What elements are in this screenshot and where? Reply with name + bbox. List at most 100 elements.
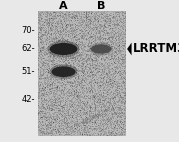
Point [71,114,74,116]
Point [63,106,66,108]
Point [74,55,77,58]
Point [118,71,121,73]
Point [99,97,102,99]
Point [123,120,126,122]
Point [92,45,95,47]
Point [71,53,73,55]
Point [64,58,67,60]
Point [87,49,90,51]
Point [91,20,94,22]
Point [107,58,110,60]
Point [54,43,57,45]
Point [92,128,95,130]
Point [64,12,67,14]
Point [81,126,84,128]
Point [119,128,122,130]
Point [88,30,91,32]
Point [74,128,76,130]
Point [90,20,93,22]
Point [74,71,77,73]
Point [122,44,125,46]
Point [82,37,85,39]
Point [54,43,57,46]
Point [66,97,69,99]
Point [95,97,98,99]
Point [57,25,60,27]
Point [92,53,95,56]
Point [108,74,111,77]
Point [44,51,47,53]
Point [107,107,110,109]
Point [89,22,92,24]
Point [112,110,115,112]
Point [53,63,56,65]
Point [89,75,92,77]
Point [107,106,110,108]
Point [74,91,77,93]
Point [82,112,84,115]
Point [109,40,112,42]
Point [112,117,115,119]
Point [62,104,65,106]
Point [121,57,124,60]
Point [87,57,90,59]
Point [54,17,57,20]
Point [82,123,84,125]
Point [89,107,92,109]
Point [117,95,120,98]
Point [122,131,125,133]
Point [59,30,62,33]
Point [53,64,56,67]
Point [106,85,108,87]
Point [77,27,80,29]
Point [122,39,124,42]
Point [50,83,53,85]
Point [75,116,78,118]
Point [45,13,48,16]
Point [42,62,45,64]
Point [99,129,102,131]
Point [87,86,90,88]
Point [76,16,78,18]
Point [49,123,52,125]
Point [55,14,58,16]
Point [124,51,127,53]
Point [112,41,115,44]
Point [51,46,54,49]
Point [64,23,67,25]
Point [69,57,72,59]
Point [91,112,94,114]
Point [76,46,79,48]
Point [79,79,82,81]
Point [84,123,87,126]
Point [104,29,107,31]
Point [120,127,123,129]
Point [54,27,57,29]
Point [99,12,102,14]
Point [116,50,119,52]
Point [71,76,73,78]
Point [70,82,73,84]
Point [105,61,108,63]
Point [83,16,86,18]
Point [43,71,46,73]
Point [72,100,75,102]
Point [76,52,79,54]
Point [39,38,42,40]
Point [87,32,90,34]
Point [58,100,61,102]
Point [56,28,59,30]
Point [42,87,44,89]
Point [57,127,60,129]
Point [69,27,72,29]
Point [122,35,125,37]
Point [66,71,69,73]
Point [113,109,116,111]
Point [101,96,104,98]
Point [41,67,44,69]
Point [73,93,76,95]
Point [101,47,104,49]
Point [92,99,95,102]
Point [105,49,108,51]
Point [112,115,115,117]
